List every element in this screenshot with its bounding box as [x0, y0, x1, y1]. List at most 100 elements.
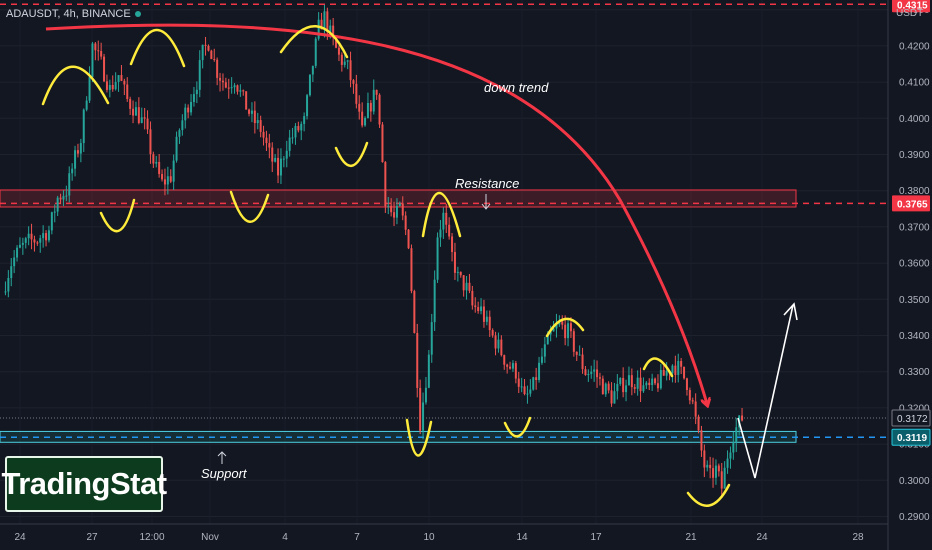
candle-body [416, 332, 419, 388]
resistance-pointer [481, 194, 491, 210]
level-lines [0, 3, 888, 438]
candle-body [27, 233, 30, 239]
candle-body [320, 19, 323, 30]
candle-body [488, 316, 491, 331]
candle-body [126, 84, 129, 100]
candle-body [143, 117, 146, 119]
candle-body [700, 430, 703, 451]
candle-body [108, 84, 111, 90]
candle-body [155, 161, 158, 164]
price-labels: 0.4315 0.3765 0.3172 0.3119 [891, 0, 931, 446]
candle-body [277, 157, 280, 176]
candle-body [569, 323, 572, 332]
candle-body [500, 339, 503, 356]
candle-body [714, 465, 717, 478]
candle-body [656, 383, 659, 389]
candle-body [706, 464, 709, 468]
candle-body [552, 328, 555, 332]
candle-body [297, 126, 300, 131]
candle-body [398, 203, 401, 206]
symbol-title[interactable]: ADAUSDT, 4h, BINANCE [6, 8, 141, 20]
candle-body [538, 362, 541, 381]
candle-body [274, 157, 277, 162]
price-tick-label: 0.3800 [899, 186, 930, 197]
candle-body [349, 60, 352, 81]
candle-body [390, 205, 393, 213]
price-tick-label: 0.4200 [899, 41, 930, 52]
time-tick-label: 21 [685, 532, 697, 543]
candle-body [85, 100, 88, 110]
candle-body [596, 369, 599, 378]
time-tick-label: 17 [590, 532, 602, 543]
candle-body [651, 378, 654, 386]
candle-body [697, 416, 700, 431]
candle-body [462, 275, 465, 291]
candle-body [329, 25, 332, 33]
peak-marker-6 [642, 357, 674, 378]
peak-marker-3 [279, 25, 349, 59]
candle-body [311, 65, 314, 75]
candle-body [729, 452, 732, 459]
candle-body [163, 179, 166, 185]
price-tick-label: 0.3400 [899, 331, 930, 342]
candle-body [439, 229, 442, 238]
candles [4, 4, 744, 497]
candle-body [598, 377, 601, 379]
candle-body [230, 87, 233, 89]
candle-body [384, 162, 387, 207]
time-tick-label: 10 [423, 532, 435, 543]
candle-body [677, 361, 680, 375]
candle-body [242, 90, 245, 92]
candle-body [137, 107, 140, 123]
candle-body [622, 377, 625, 393]
candle-body [494, 335, 497, 349]
candle-body [53, 211, 56, 213]
time-tick-label: 24 [14, 532, 26, 543]
down-trend-arrow [45, 23, 707, 404]
price-tick-label: 0.3000 [899, 476, 930, 487]
candle-body [514, 363, 517, 379]
candle-body [509, 366, 512, 369]
price-tick-label: 0.4000 [899, 114, 930, 125]
time-tick-label: 27 [86, 532, 98, 543]
candle-body [630, 375, 633, 388]
candle-body [39, 238, 42, 243]
candle-body [198, 60, 201, 90]
candle-body [575, 351, 578, 355]
candle-body [485, 316, 488, 322]
candle-body [372, 89, 375, 112]
tradingstat-logo: TradingStat [2, 456, 167, 512]
time-axis[interactable]: 24 27 12:00 Nov 4 7 10 14 17 21 24 28 [14, 532, 864, 543]
candle-body [607, 383, 610, 391]
candle-body [13, 257, 16, 267]
candle-body [726, 458, 729, 468]
candle-body [401, 203, 404, 216]
candle-body [268, 143, 271, 148]
peak-marker-1 [41, 65, 110, 106]
candle-body [253, 110, 256, 124]
candle-body [123, 80, 126, 85]
candle-body [82, 109, 85, 144]
candle-body [404, 215, 407, 230]
candle-body [477, 307, 480, 312]
candle-body [474, 305, 477, 308]
candle-body [97, 50, 100, 52]
candle-body [62, 196, 65, 200]
candle-body [633, 387, 636, 389]
candle-body [332, 25, 335, 38]
candle-body [308, 74, 311, 96]
candle-body [36, 242, 39, 244]
candle-body [735, 427, 738, 443]
candle-body [532, 377, 535, 390]
candle-body [671, 365, 674, 374]
candle-body [103, 56, 106, 82]
candle-body [601, 378, 604, 395]
time-tick-label: 28 [852, 532, 864, 543]
candle-body [291, 137, 294, 139]
price-label-box [892, 195, 930, 212]
candle-body [506, 364, 509, 367]
candle-body [543, 344, 546, 357]
peak-marker-2 [129, 28, 186, 68]
candle-body [105, 81, 108, 90]
